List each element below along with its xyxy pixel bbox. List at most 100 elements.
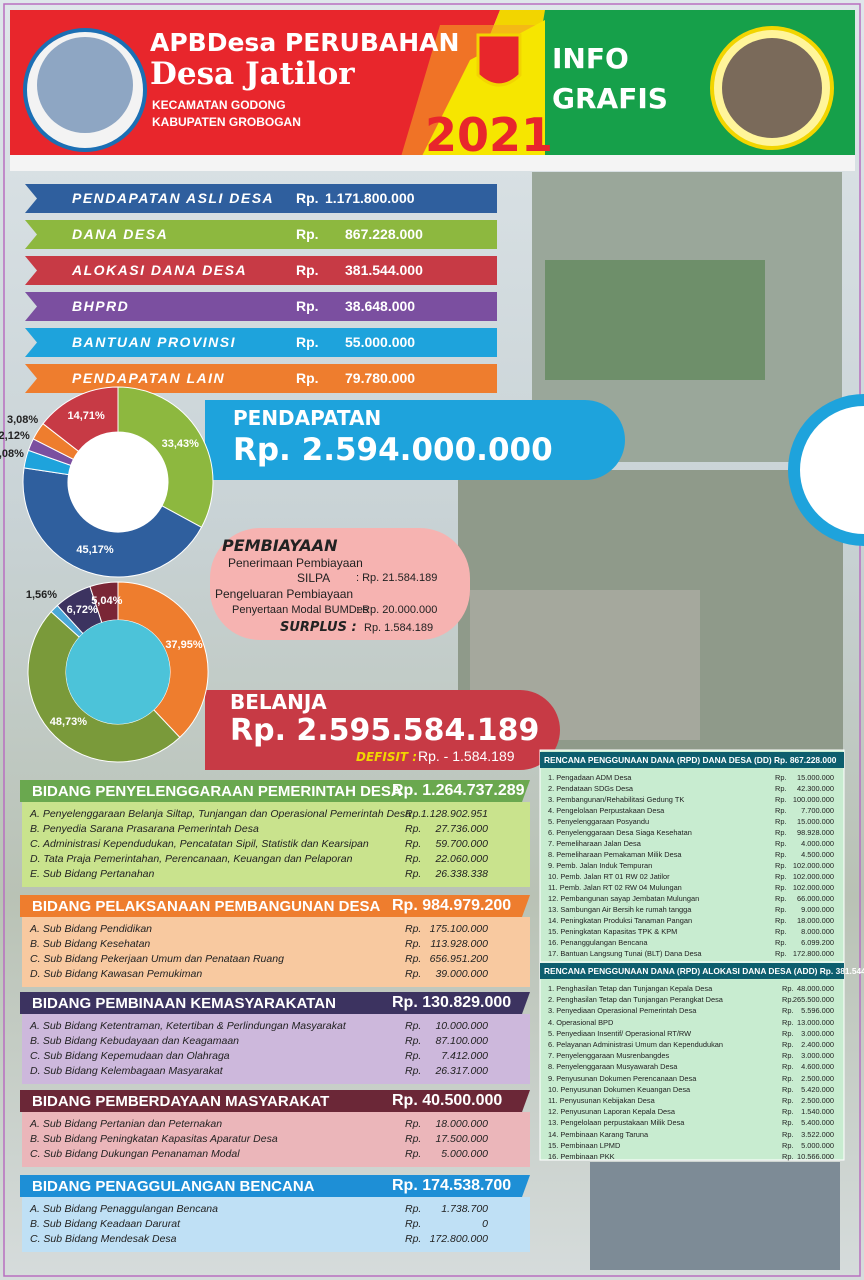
rpd-item-label: 13. Sambungan Air Bersih ke rumah tangga xyxy=(548,905,692,914)
rpd-item-currency: Rp. xyxy=(782,1107,794,1117)
section-item-label: B. Sub Bidang Peningkatan Kapasitas Apar… xyxy=(30,1133,278,1145)
pembiayaan-silpa-amount: : Rp. 21.584.189 xyxy=(356,572,438,584)
section-title: BIDANG PENYELENGGARAAN PEMERINTAH DESA xyxy=(32,783,402,800)
rpd-item-amount: 1.540.000 xyxy=(801,1107,834,1117)
rpd-item-label: 3. Penyediaan Operasional Pemerintah Des… xyxy=(548,1006,697,1016)
section-item-amount: 10.000.000 xyxy=(435,1020,488,1032)
rpd-title: RENCANA PENGGUNAAN DANA (RPD) DANA DESA … xyxy=(544,755,837,765)
donut-hole xyxy=(66,620,170,724)
photo xyxy=(545,260,765,380)
section-item-label: B. Sub Bidang Kebudayaan dan Keagamaan xyxy=(30,1035,240,1047)
section-item-currency: Rp. xyxy=(405,1148,422,1160)
rpd-item-currency: Rp. xyxy=(775,872,787,881)
rpd-item-label: 15. Pembinaan LPMD xyxy=(548,1140,621,1150)
donut-hole xyxy=(68,432,168,532)
belanja-total: Rp. 2.595.584.189 xyxy=(230,713,540,748)
income-label: ALOKASI DANA DESA xyxy=(72,262,248,278)
portrait xyxy=(722,38,822,138)
rpd-item-amount: 172.800.000 xyxy=(792,949,834,958)
emblem xyxy=(476,33,522,87)
header-info: INFO xyxy=(552,42,629,75)
donut-label: 48,73% xyxy=(49,715,88,728)
income-bar xyxy=(25,184,497,213)
section-total: Rp. 130.829.000 xyxy=(392,994,512,1011)
pendapatan-banner xyxy=(205,400,625,480)
section-item-currency: Rp. xyxy=(405,1133,422,1145)
rpd-item-amount: 102.000.000 xyxy=(792,883,834,892)
rpd-item-amount: 98.928.000 xyxy=(797,828,834,837)
header-strip xyxy=(10,155,855,171)
rpd-item-label: 2. Penghasilan Tetap dan Tunjangan Peran… xyxy=(548,995,723,1005)
rpd-item-amount: 18.000.000 xyxy=(797,916,834,925)
rpd-item-amount: 15.000.000 xyxy=(797,817,834,826)
section-item-label: A. Sub Bidang Penaggulangan Bencana xyxy=(30,1203,218,1215)
rpd-item-amount: 5.596.000 xyxy=(801,1006,834,1016)
belanja-deficit-amount: Rp. - 1.584.189 xyxy=(418,748,515,764)
rpd-item-amount: 4.000.000 xyxy=(801,839,834,848)
section-item-currency: Rp. xyxy=(405,1020,422,1032)
photo xyxy=(590,1162,840,1270)
rpd-item-amount: 265.500.000 xyxy=(792,995,834,1005)
income-currency: Rp. xyxy=(296,334,319,350)
rpd-item-label: 7. Pemeliharaan Jalan Desa xyxy=(548,839,641,848)
donut-label: 45,17% xyxy=(76,543,114,556)
pembiayaan-expense: Pengeluaran Pembiayaan xyxy=(215,587,354,601)
section-item-currency: Rp. xyxy=(405,1218,422,1230)
income-currency: Rp. xyxy=(296,370,319,386)
income-bar xyxy=(25,364,497,393)
income-label: BANTUAN PROVINSI xyxy=(72,334,237,350)
rpd-item-currency: Rp. xyxy=(775,861,787,870)
section-item-label: D. Tata Praja Pemerintahan, Perencanaan,… xyxy=(30,853,353,865)
rpd-item-label: 16. Penanggulangan Bencana xyxy=(548,938,648,947)
rpd-item-amount: 5.000.000 xyxy=(801,1140,834,1150)
section-item-amount: 175.100.000 xyxy=(429,923,488,935)
border xyxy=(3,3,861,1277)
section-item-label: B. Sub Bidang Keadaan Darurat xyxy=(30,1218,181,1230)
rpd-item-label: 8. Pemeliharaan Pemakaman Milik Desa xyxy=(548,850,682,859)
rpd-item-currency: Rp. xyxy=(782,1062,794,1072)
section-title: BIDANG PEMBINAAN KEMASYARAKATAN xyxy=(32,995,336,1012)
income-bar xyxy=(25,292,497,321)
rpd-item-amount: 4.500.000 xyxy=(801,850,834,859)
pembiayaan-bumdes: Penyertaan Modal BUMDes xyxy=(232,604,369,616)
section-item-currency: Rp. xyxy=(405,923,422,935)
section-item-amount: 26.317.000 xyxy=(435,1065,488,1077)
section-item-currency: Rp. xyxy=(405,838,422,850)
rpd-item-label: 16. Pembinaan PKK xyxy=(548,1152,615,1161)
rpd-item-amount: 102.000.000 xyxy=(792,872,834,881)
section-item-amount: 22.060.000 xyxy=(435,853,488,865)
rpd-add-box xyxy=(539,961,845,1161)
rpd-item-currency: Rp. xyxy=(775,806,787,815)
section-item-label: A. Sub Bidang Ketentraman, Ketertiban & … xyxy=(30,1020,346,1032)
rpd-item-currency: Rp. xyxy=(775,795,787,804)
section-item-currency: Rp. xyxy=(405,1233,422,1245)
section-item-amount: 0 xyxy=(482,1218,488,1230)
rpd-item-label: 10. Pemb. Jalan RT 01 RW 02 Jatilor xyxy=(548,872,670,881)
rpd-item-label: 5. Penyediaan Insentif/ Operasional RT/R… xyxy=(548,1028,692,1038)
section-item-amount: 17.500.000 xyxy=(435,1133,488,1145)
section-header xyxy=(20,780,530,802)
section-item-amount: 172.800.000 xyxy=(429,1233,488,1245)
donut-label: 33,43% xyxy=(161,437,199,450)
rpd-item-label: 1. Pengadaan ADM Desa xyxy=(548,773,632,782)
rpd-item-label: 12. Penyusunan Laporan Kepala Desa xyxy=(548,1107,675,1117)
rpd-item-label: 9. Penyusunan Dokumen Perencanaan Desa xyxy=(548,1073,697,1083)
header-title: APBDesa PERUBAHAN xyxy=(150,28,460,57)
income-label: PENDAPATAN LAIN xyxy=(72,370,226,386)
section-item-amount: 5.000.000 xyxy=(441,1148,488,1160)
rpd-item-amount: 42.300.000 xyxy=(797,784,834,793)
rpd-item-label: 6. Penyelenggaraan Desa Siaga Kesehatan xyxy=(548,828,692,837)
section-item-currency: Rp. xyxy=(405,868,422,880)
rpd-title-bar xyxy=(540,752,844,768)
pembiayaan-box xyxy=(210,528,470,640)
header-village: Desa Jatilor xyxy=(150,56,355,92)
rpd-item-label: 11. Penyusunan Kebijakan Desa xyxy=(548,1096,655,1105)
donut-label: 1,56% xyxy=(25,588,58,601)
rpd-item-amount: 10.566.000 xyxy=(797,1152,834,1161)
section-item-currency: Rp. xyxy=(405,938,422,950)
income-bar xyxy=(25,256,497,285)
header-grafis: GRAFIS xyxy=(552,82,668,115)
rpd-item-currency: Rp. xyxy=(782,1118,794,1128)
section-item-amount: 18.000.000 xyxy=(435,1118,488,1130)
rpd-item-label: 4. Pengelolaan Perpustakaan Desa xyxy=(548,806,665,815)
